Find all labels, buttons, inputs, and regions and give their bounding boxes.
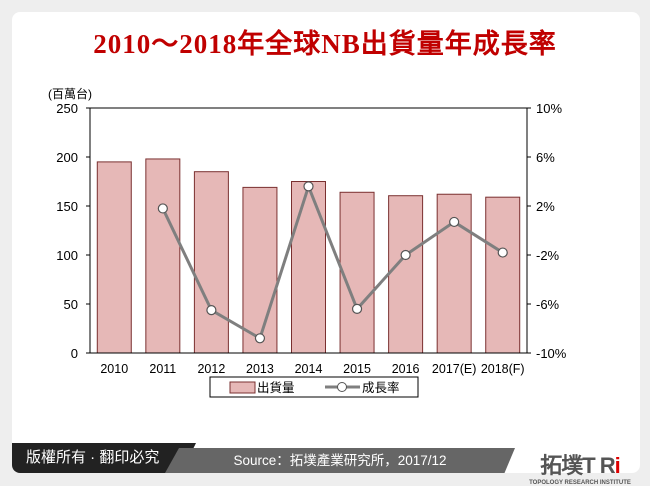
growth-point [351,303,363,314]
y-right-tick: -6% [536,297,560,312]
copyright-label: 版權所有 · 翻印必究 [12,443,196,473]
y-left-tick: 150 [56,199,78,214]
growth-point [400,249,411,261]
x-tick-label: 2014 [295,362,323,376]
plot-frame [89,107,528,354]
chart-title: 2010～2018年全球NB出貨量年成長率 [93,29,557,59]
bar [145,158,181,354]
x-tick-label: 2012 [197,362,225,376]
chart: (百萬台) 0 50 100 150 200 250 -10% -6% -2% 2% 6% 10% 201… [48,86,567,398]
growth-point [206,305,217,316]
growth-point [303,181,314,192]
y-left-label: (百萬台) [48,86,92,101]
y-left-tick: 200 [56,150,78,165]
bar [291,181,326,354]
bar [388,195,424,354]
bar [193,171,229,354]
y-left-tick: 0 [71,346,78,361]
logo: 拓墣T Ri TOPOLOGY RESEARCH INSTITUTE [525,448,635,486]
y-right-tick: -10% [536,346,567,361]
legend-label-line: 成長率 [362,380,400,395]
bar [339,191,375,354]
y-left-tick: 50 [64,297,78,312]
y-right-tick: 10% [536,101,562,116]
growth-point [497,247,508,258]
growth-point [157,203,168,214]
x-tick-label: 2011 [149,362,176,376]
growth-line [161,181,504,341]
x-tick-label: 2016 [392,362,420,376]
source-label: Source：拓墣產業研究所，2017/12 [165,448,515,473]
legend-label-bar: 出貨量 [257,380,295,395]
y-right-tick: 2% [536,199,555,214]
y-right-tick: 6% [536,150,555,165]
y-right-tick: -2% [536,248,560,263]
x-tick-label: 2015 [343,362,371,376]
growth-point [449,216,460,228]
logo-subtitle: TOPOLOGY RESEARCH INSTITUTE [529,480,631,486]
y-left-tick: 100 [56,248,78,263]
legend-swatch-bar [229,381,256,394]
bar [242,186,278,354]
x-tick-label: 2013 [246,362,274,376]
legend-swatch-marker [337,382,347,392]
growth-point [254,333,266,344]
bar [485,196,521,354]
x-tick-label: 2010 [100,362,128,376]
x-tick-label: 2017(E) [432,362,476,376]
y-left-tick: 250 [56,101,78,116]
bar [96,161,132,354]
x-tick-label: 2018(F) [481,362,525,376]
bar [436,193,472,354]
legend [209,376,419,398]
